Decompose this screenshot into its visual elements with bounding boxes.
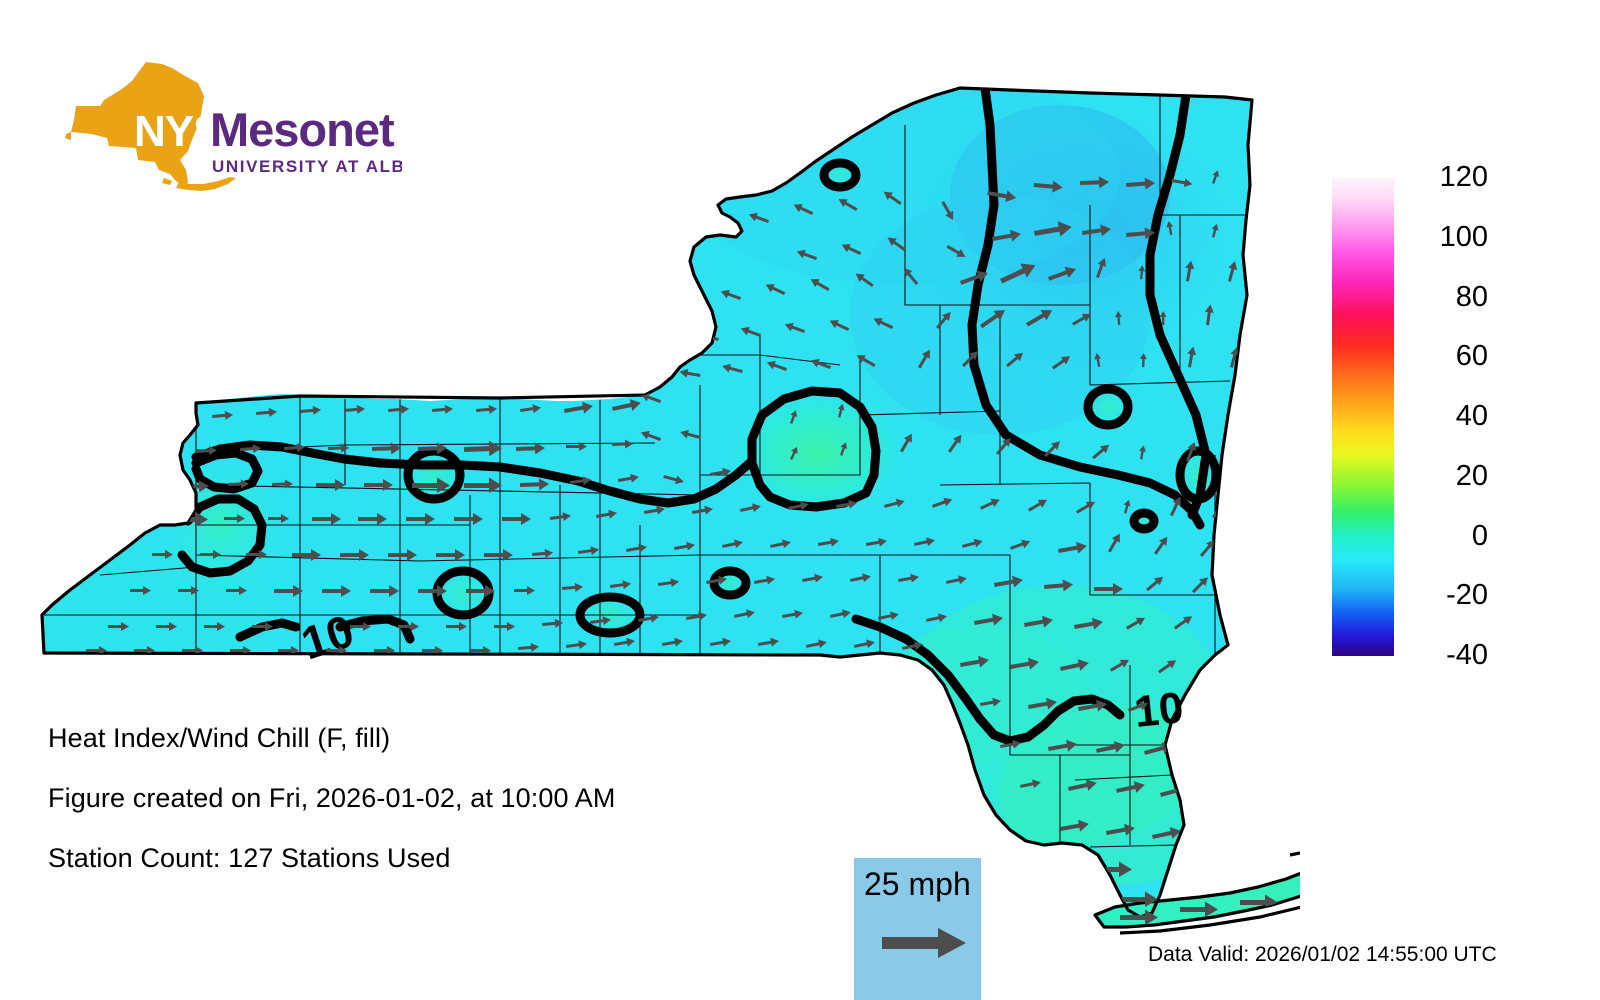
logo-subtitle-text: UNIVERSITY AT ALBANY xyxy=(212,157,402,176)
colorbar xyxy=(1332,178,1394,656)
wind-arrow-icon xyxy=(880,926,968,960)
county-boundaries xyxy=(44,95,1248,848)
wind-speed-legend: 25 mph xyxy=(854,858,981,1000)
logo-nys-text: NYS xyxy=(134,107,221,156)
colorbar-tick-100: 100 xyxy=(1439,220,1488,253)
ny-state-silhouette-icon xyxy=(65,62,236,191)
station-count-label: Station Count: 127 Stations Used xyxy=(48,843,451,873)
contour-label-10-southeast: 10 xyxy=(1132,683,1186,737)
colorbar-tick-60: 60 xyxy=(1455,340,1488,373)
data-valid-timestamp: Data Valid: 2026/01/02 14:55:00 UTC xyxy=(1148,943,1497,966)
colorbar-tick-labels: 120 100 80 60 40 20 0 -20 -40 xyxy=(1404,160,1488,680)
colorbar-tick-80: 80 xyxy=(1455,280,1488,313)
colorbar-tick-neg40: -40 xyxy=(1446,639,1488,671)
wind-speed-legend-label: 25 mph xyxy=(864,866,971,902)
contour-lines xyxy=(177,88,1229,746)
colorbar-gradient xyxy=(1332,178,1394,656)
nys-mesonet-logo: NYS Mesonet UNIVERSITY AT ALBANY xyxy=(52,48,402,213)
colorbar-tick-120: 120 xyxy=(1439,161,1488,193)
colorbar-tick-20: 20 xyxy=(1455,459,1488,492)
figure-title: Heat Index/Wind Chill (F, fill) xyxy=(48,723,391,753)
colorbar-tick-0: 0 xyxy=(1471,519,1488,552)
colorbar-tick-40: 40 xyxy=(1455,400,1488,432)
figure-created-timestamp: Figure created on Fri, 2026-01-02, at 10… xyxy=(48,783,616,813)
logo-mesonet-text: Mesonet xyxy=(210,103,395,156)
state-outline xyxy=(40,86,1300,935)
map-canvas: 10 10 xyxy=(0,55,1300,945)
colorbar-tick-neg20: -20 xyxy=(1446,579,1488,612)
